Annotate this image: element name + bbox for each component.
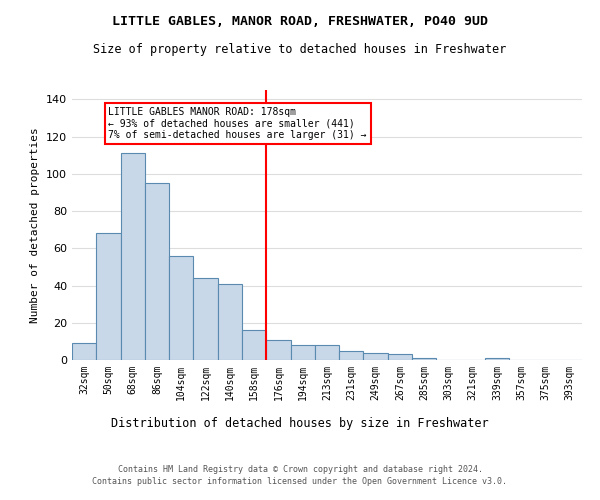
- Text: Size of property relative to detached houses in Freshwater: Size of property relative to detached ho…: [94, 42, 506, 56]
- Text: Contains HM Land Registry data © Crown copyright and database right 2024.: Contains HM Land Registry data © Crown c…: [118, 465, 482, 474]
- Bar: [339, 350, 364, 360]
- Text: LITTLE GABLES, MANOR ROAD, FRESHWATER, PO40 9UD: LITTLE GABLES, MANOR ROAD, FRESHWATER, P…: [112, 15, 488, 28]
- Bar: [290, 345, 315, 360]
- Text: Contains public sector information licensed under the Open Government Licence v3: Contains public sector information licen…: [92, 478, 508, 486]
- Bar: [388, 354, 412, 360]
- Bar: [412, 358, 436, 360]
- Bar: [242, 330, 266, 360]
- Bar: [266, 340, 290, 360]
- Bar: [145, 183, 169, 360]
- Bar: [96, 234, 121, 360]
- Bar: [364, 352, 388, 360]
- Text: Distribution of detached houses by size in Freshwater: Distribution of detached houses by size …: [111, 418, 489, 430]
- Bar: [169, 256, 193, 360]
- Bar: [315, 345, 339, 360]
- Bar: [218, 284, 242, 360]
- Bar: [72, 343, 96, 360]
- Bar: [121, 154, 145, 360]
- Y-axis label: Number of detached properties: Number of detached properties: [31, 127, 40, 323]
- Bar: [193, 278, 218, 360]
- Text: LITTLE GABLES MANOR ROAD: 178sqm
← 93% of detached houses are smaller (441)
7% o: LITTLE GABLES MANOR ROAD: 178sqm ← 93% o…: [109, 107, 367, 140]
- Bar: [485, 358, 509, 360]
